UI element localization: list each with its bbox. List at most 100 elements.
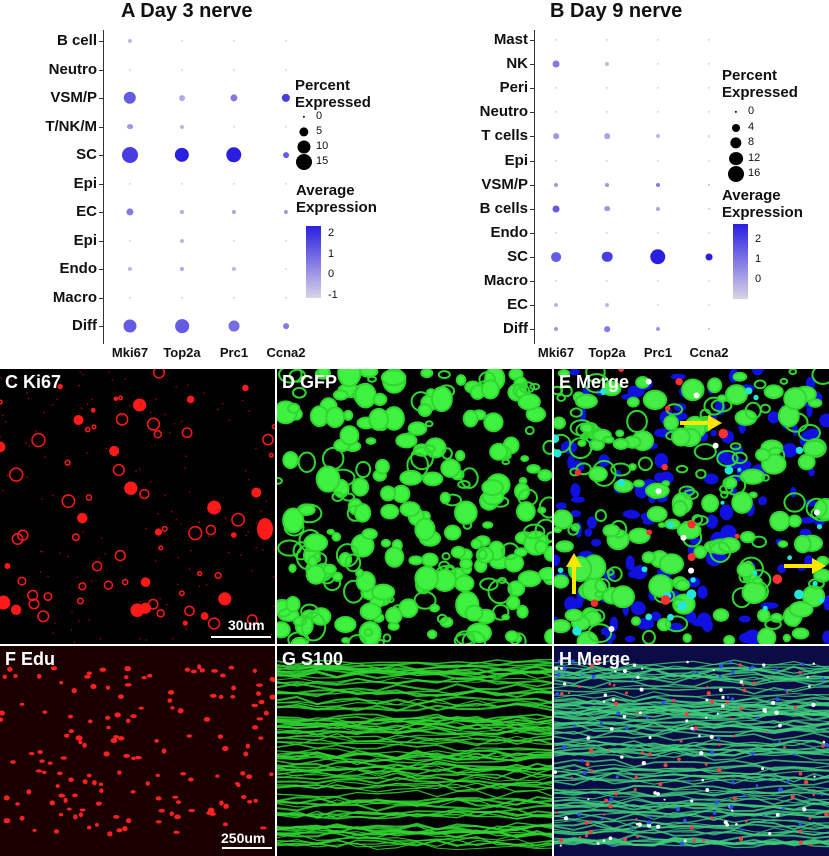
size-legend-dot [297,140,311,154]
y-tick [99,155,103,156]
expression-dot [230,94,238,102]
cell-mark [663,414,679,431]
cell-mark [693,443,717,460]
cell-mark [239,554,242,556]
cell-mark [742,794,746,798]
cell-mark [762,814,765,818]
cell-mark [37,610,50,623]
expression-dot [232,182,236,185]
cell-mark [699,408,712,420]
cell-mark [113,814,120,819]
y-tick [530,305,534,307]
cell-mark [554,767,829,775]
color-legend-title-line: Average [296,182,355,199]
cell-mark [572,626,582,636]
gene-label: Top2a [588,345,626,360]
cell-mark [692,515,709,526]
expression-dot [601,251,613,263]
cell-mark [139,468,141,471]
cell-mark [172,795,179,799]
cell-mark [297,451,316,473]
cell-mark [638,711,642,715]
scale-bar [211,636,271,638]
cell-mark [684,711,689,717]
cell-mark [255,546,257,549]
cell-mark [227,551,230,554]
cell-mark [581,674,584,677]
color-legend-value: 0 [755,273,762,285]
cell-mark [269,694,275,700]
cell-mark [420,369,434,379]
cell-mark [91,398,93,401]
cell-mark [228,419,231,422]
y-tick [99,126,103,128]
cell-mark [355,568,364,578]
gene-label: Top2a [163,345,201,360]
cell-mark [351,477,370,497]
cell-mark [709,734,714,740]
cell-mark [99,788,104,794]
cell-mark [556,672,561,678]
y-tick [530,281,534,282]
cell-mark [716,394,728,403]
cell-mark [752,570,758,576]
cell-mark [578,685,581,689]
cell-mark [186,734,193,738]
y-tick [530,329,534,331]
expression-dot [180,182,184,185]
cell-mark [99,667,107,672]
cell-mark [80,407,83,410]
row-label: SC [507,247,528,265]
cell-mark [152,369,166,379]
expression-dot [604,326,610,333]
cell-mark [380,503,400,520]
expression-dot [180,296,184,299]
cell-mark [647,820,652,825]
cell-mark [483,412,504,433]
cell-mark [637,822,642,827]
cell-mark [600,388,607,395]
cell-mark [602,523,621,538]
cell-mark [587,623,613,644]
cell-mark [757,608,771,623]
cell-mark [647,752,652,757]
cell-mark [117,694,124,699]
cell-mark [824,812,829,817]
y-axis-line [103,30,104,344]
size-legend-value: 0 [748,105,755,117]
y-axis-line [534,30,535,344]
cell-mark [0,441,6,453]
cell-mark [542,439,552,455]
cell-mark [0,377,2,379]
cell-mark [794,589,804,600]
cell-mark [260,510,263,513]
cell-mark [584,820,589,825]
cell-mark [380,538,392,548]
cell-mark [203,392,205,394]
cell-mark [559,838,564,843]
cell-mark [554,666,558,671]
cell-mark [277,780,552,790]
cell-mark [667,521,674,529]
expression-dot [554,303,558,308]
cell-mark [277,808,552,818]
cell-mark [714,800,719,805]
cell-mark [43,411,46,414]
cell-mark [186,395,195,404]
cell-mark [705,698,709,702]
cell-mark [161,525,168,533]
cell-mark [813,509,820,516]
cell-mark [105,447,108,450]
cell-mark [66,807,72,811]
cell-mark [158,534,160,537]
cell-mark [188,568,191,570]
cell-mark [27,397,30,400]
cell-mark [464,604,484,622]
cell-mark [277,830,552,840]
cell-mark [0,436,1,438]
y-tick [99,297,103,299]
cell-mark [645,378,652,385]
expression-dot [656,182,660,187]
cell-mark [41,770,47,775]
cell-mark [84,674,91,679]
